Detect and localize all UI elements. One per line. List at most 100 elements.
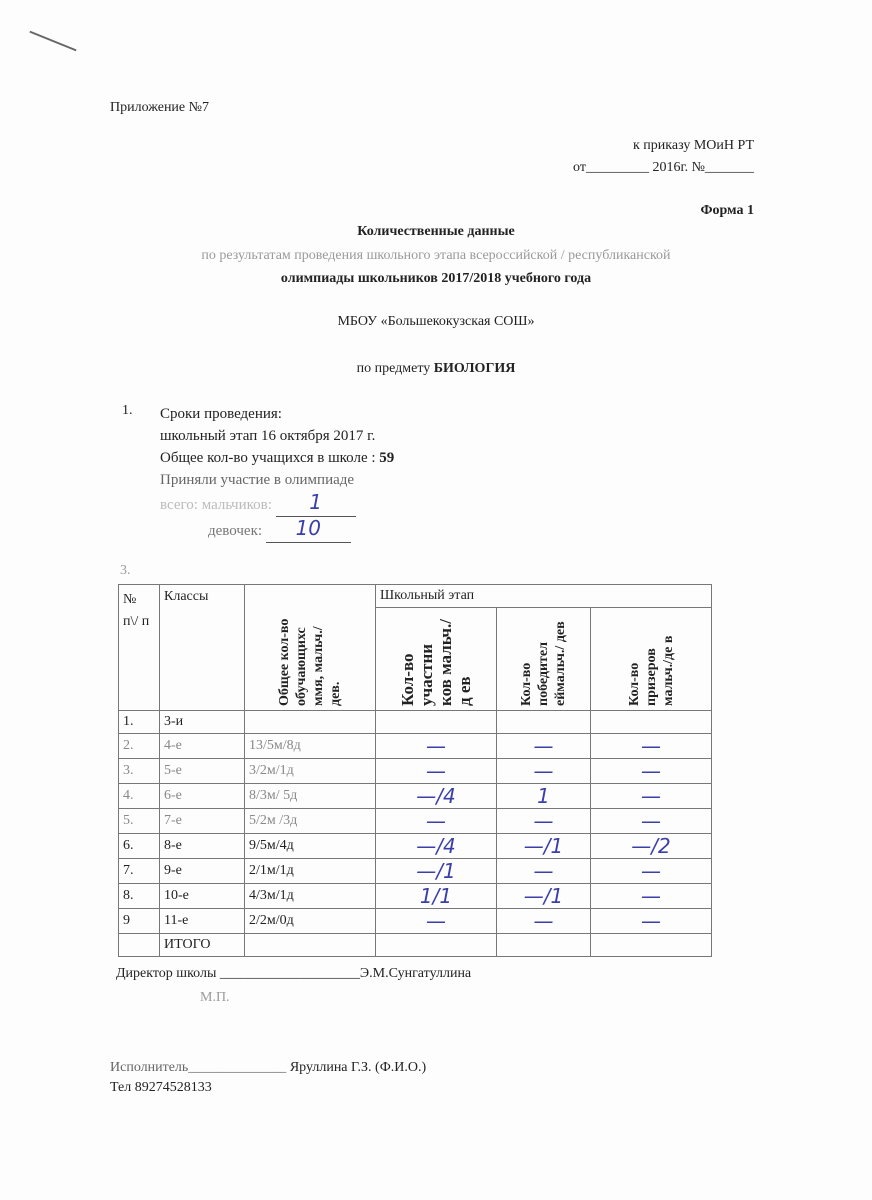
row-prizes: —: [590, 908, 712, 934]
girls-label: девочек:: [208, 523, 263, 539]
row-num: 8.: [118, 883, 160, 909]
stage-date: школьный этап 16 октября 2017 г.: [160, 428, 376, 444]
header-num: № п\/ п: [118, 584, 160, 711]
row-winners: —: [496, 808, 591, 834]
row-total: [244, 710, 376, 734]
row-participants-value: —: [426, 909, 446, 933]
row-class: 7-е: [159, 808, 245, 834]
row-participants-value: —: [426, 759, 446, 783]
row-prizes: [590, 933, 712, 957]
row-participants: [375, 710, 497, 734]
row-total: 9/5м/4д: [244, 833, 376, 859]
row-class: 3-и: [159, 710, 245, 734]
row-participants-value: —/4: [416, 834, 456, 858]
header-classes: Классы: [159, 584, 245, 711]
total-students: Общее кол-во учащихся в школе : 59: [160, 447, 394, 469]
scan-mark: [29, 30, 77, 52]
director-line: Директор школы ____________________Э.М.С…: [116, 966, 471, 982]
order-ref: к приказу МОиН РТ: [633, 138, 754, 153]
table-row: 8. 10-е 4/3м/1д 1/1 —/1 —: [118, 883, 712, 909]
row-prizes: —: [590, 758, 712, 784]
row-prizes: —/2: [590, 833, 712, 859]
row-winners-value: —: [533, 809, 554, 833]
header-total-text: Общее кол-во обучающихс ммя, мальч./дев.: [277, 618, 343, 706]
row-prizes-value: —/2: [631, 834, 671, 858]
header-prizes-text: Кол-во призеров мальч./де в: [626, 635, 676, 706]
row-participants: —/4: [375, 783, 497, 809]
row-winners: —/1: [496, 883, 591, 909]
row-prizes-value: —: [641, 859, 661, 883]
phone: Тел 89274528133: [110, 1080, 212, 1095]
row-winners: —: [496, 908, 591, 934]
row-winners: —: [496, 758, 591, 784]
row-winners: 1: [496, 783, 591, 809]
header-participants-text: Кол-во участни ков мальч./д ев: [398, 619, 474, 706]
table-row: 7. 9-е 2/1м/1д —/1 — —: [118, 858, 712, 884]
executor-line: Исполнитель______________ Яруллина Г.З. …: [110, 1060, 426, 1076]
title-line3: олимпиады школьников 2017/2018 учебного …: [280, 271, 592, 286]
row-prizes: —: [590, 808, 712, 834]
row-total: 13/5м/8д: [244, 733, 376, 759]
row-participants: —: [375, 758, 497, 784]
row-num: 3.: [118, 758, 160, 784]
table-row: 1. 3-и: [118, 710, 712, 734]
table-row: 3. 5-е 3/2м/1д — — —: [118, 758, 712, 784]
row-prizes-value: —: [641, 784, 661, 808]
row-total: 4/3м/1д: [244, 883, 376, 909]
table-row: 2. 4-е 13/5м/8д — — —: [118, 733, 712, 759]
row-total: 2/2м/0д: [244, 908, 376, 934]
header-winners-text: Кол-во победител еймальч./ дев: [519, 621, 568, 706]
header-participants: Кол-во участни ков мальч./д ев: [375, 607, 497, 711]
table-row: 6. 8-е 9/5м/4д —/4 —/1 —/2: [118, 833, 712, 859]
row-class: 5-е: [159, 758, 245, 784]
table-row: 5. 7-е 5/2м /3д — — —: [118, 808, 712, 834]
header-winners: Кол-во победител еймальч./ дев: [496, 607, 591, 711]
row-winners: [496, 933, 591, 957]
row-participants: —: [375, 733, 497, 759]
row-winners: —: [496, 858, 591, 884]
row-participants-value: 1/1: [419, 884, 453, 908]
executor-name: Яруллина Г.З. (Ф.И.О.): [289, 1060, 427, 1075]
row-prizes: —: [590, 858, 712, 884]
row-prizes: —: [590, 883, 712, 909]
row-num: [118, 933, 160, 957]
appendix-label: Приложение №7: [110, 100, 209, 115]
total-label: Общее кол-во учащихся в школе :: [160, 450, 380, 466]
participated-label: Приняли участие в олимпиаде: [160, 472, 355, 488]
row-prizes: —: [590, 733, 712, 759]
row-num: 9: [118, 908, 160, 934]
total-value: 59: [379, 450, 395, 466]
row-participants-value: —: [426, 809, 446, 833]
row-prizes: [590, 710, 712, 734]
subject: БИОЛОГИЯ: [433, 361, 516, 376]
row-participants: —: [375, 908, 497, 934]
row-prizes-value: —: [641, 884, 661, 908]
row-num: 5.: [118, 808, 160, 834]
row-winners: —: [496, 733, 591, 759]
row-num: 2.: [118, 733, 160, 759]
row-class: 10-е: [159, 883, 245, 909]
table-row: ИТОГО: [118, 933, 712, 957]
row-winners: [496, 710, 591, 734]
row-class: 11-е: [159, 908, 245, 934]
row-num: 1.: [118, 710, 160, 734]
row-winners-value: —/1: [523, 834, 564, 858]
row-winners: —/1: [496, 833, 591, 859]
row-num: 4.: [118, 783, 160, 809]
executor-label: Исполнитель______________: [110, 1060, 290, 1075]
row-winners-value: —/1: [523, 884, 564, 908]
row-winners-value: 1: [537, 784, 550, 808]
section1-num: 1.: [122, 403, 133, 418]
header-stage: Школьный этап: [375, 584, 712, 608]
section3-num: 3.: [120, 563, 131, 578]
subject-line: по предмету БИОЛОГИЯ: [0, 361, 872, 377]
row-class: 4-е: [159, 733, 245, 759]
row-total: 5/2м /3д: [244, 808, 376, 834]
row-num: 7.: [118, 858, 160, 884]
boys-label: всего: мальчиков:: [160, 497, 272, 513]
row-prizes-value: —: [641, 759, 661, 783]
table-row: 4. 6-е 8/3м/ 5д —/4 1 —: [118, 783, 712, 809]
row-participants: [375, 933, 497, 957]
row-participants: —: [375, 808, 497, 834]
